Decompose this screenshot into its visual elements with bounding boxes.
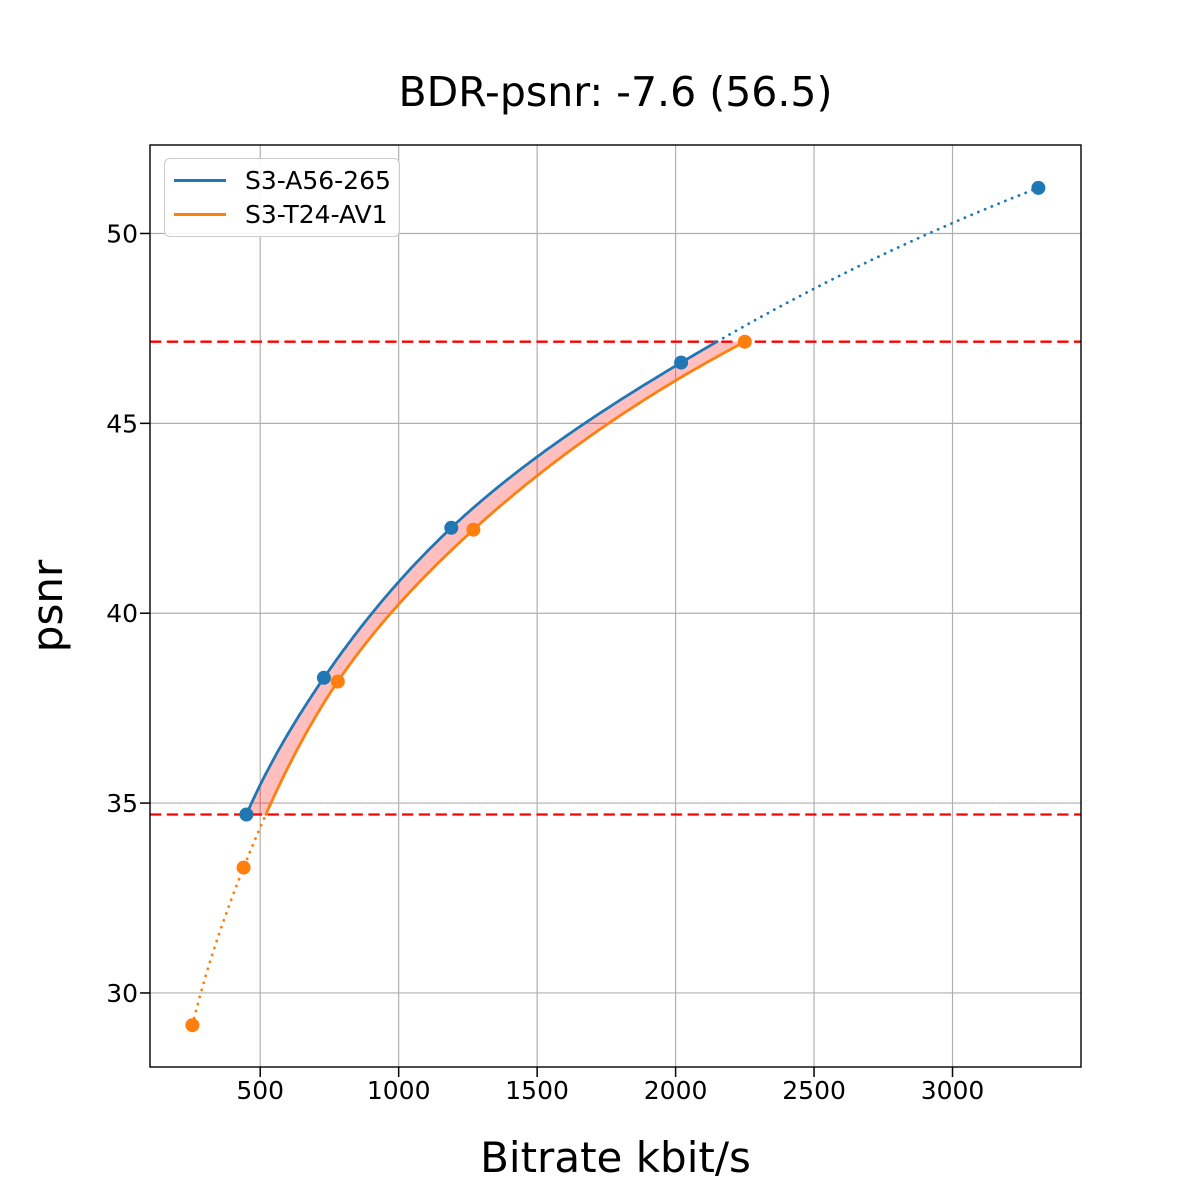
legend-item-label: S3-A56-265 xyxy=(245,166,391,195)
series-markers-S3-T24-AV1 xyxy=(185,334,752,1033)
x-tick-label: 1000 xyxy=(367,1076,431,1105)
x-tick-label: 1500 xyxy=(505,1076,569,1105)
series-curve-S3-A56-265 xyxy=(245,186,1040,816)
legend-line-sample-orange xyxy=(174,213,226,216)
chart-title: BDR-psnr: -7.6 (56.5) xyxy=(398,68,833,116)
grid-lines xyxy=(150,145,1081,1067)
y-tick-label: 30 xyxy=(106,979,138,1008)
overlap-boundary-lines xyxy=(150,340,1081,816)
legend-line-sample-blue xyxy=(174,179,226,182)
y-tick-label: 50 xyxy=(106,220,138,249)
x-tick-label: 500 xyxy=(236,1076,284,1105)
legend: S3-A56-265 S3-T24-AV1 xyxy=(164,158,400,237)
tick-labels: 500 1000 1500 2000 2500 3000 30 35 40 45 50 xyxy=(106,220,984,1106)
x-tick-label: 2000 xyxy=(644,1076,708,1105)
y-axis-label: psnr xyxy=(23,559,72,653)
bd-overlap-fill xyxy=(246,341,745,815)
legend-item: S3-A56-265 xyxy=(174,168,399,193)
x-axis-label: Bitrate kbit/s xyxy=(480,1133,751,1182)
legend-item: S3-T24-AV1 xyxy=(174,202,399,227)
y-tick-label: 35 xyxy=(106,789,138,818)
y-tick-label: 45 xyxy=(106,409,138,438)
y-tick-label: 40 xyxy=(106,599,138,628)
plot-border xyxy=(149,144,1082,1068)
tick-marks xyxy=(140,232,954,1077)
legend-item-label: S3-T24-AV1 xyxy=(245,200,388,229)
x-tick-label: 3000 xyxy=(921,1076,985,1105)
x-tick-label: 2500 xyxy=(782,1076,846,1105)
series-markers-S3-A56-265 xyxy=(239,180,1046,822)
series-curve-S3-T24-AV1 xyxy=(191,340,747,1027)
